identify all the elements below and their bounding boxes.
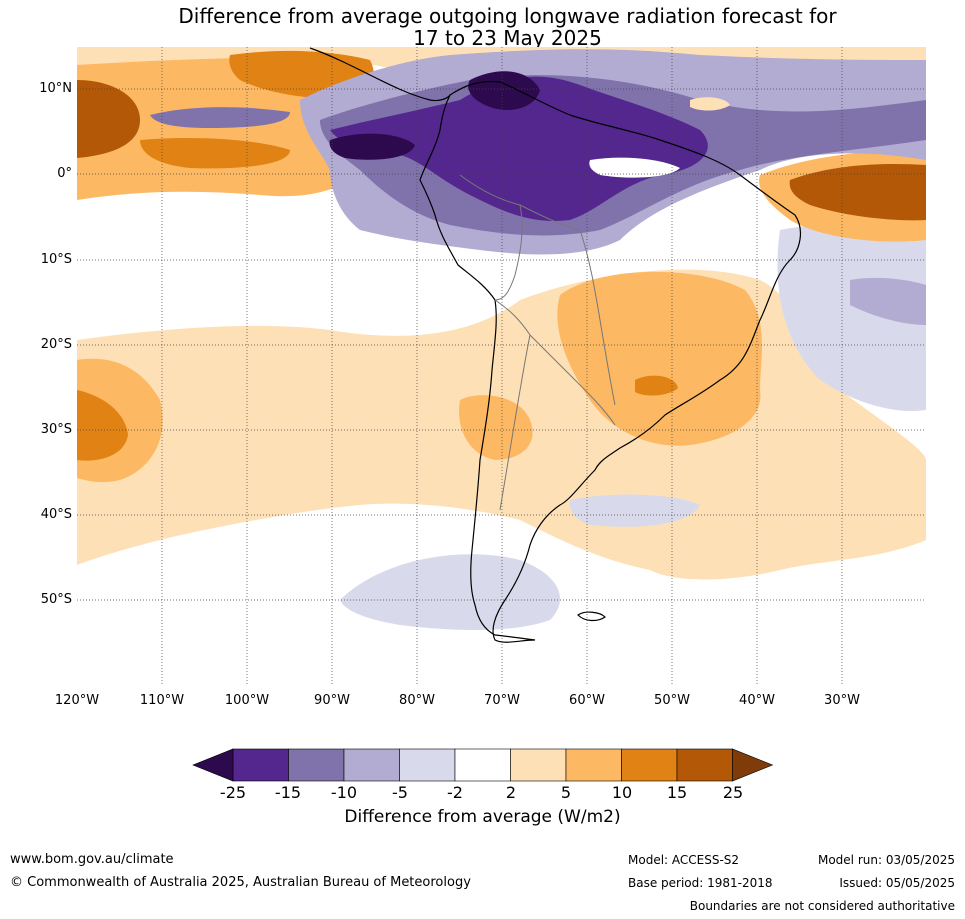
falkland-islands [577,611,606,622]
lat-label-40S: 40°S [40,507,72,522]
anomaly-area-pos-brazil-strong [635,375,678,396]
gridlines [77,47,926,685]
lon-label-70W: 70°W [484,693,520,708]
central-america-coast [309,47,451,102]
lon-label-90W: 90°W [314,693,350,708]
colorbar-segment [565,748,622,782]
colorbar-segment [343,748,400,782]
lat-label-50S: 50°S [40,592,72,607]
colorbar-tick: -10 [330,783,358,802]
anomaly-area-neg-south [340,554,560,630]
south-america-coast [419,80,802,643]
anomaly-area-pos-brazil [557,271,762,446]
lat-label-20S: 20°S [40,337,72,352]
lon-label-60W: 60°W [569,693,605,708]
lon-label-100W: 100°W [224,693,270,708]
lat-label-10N: 10°N [39,81,72,96]
colorbar-tick: 15 [666,783,688,802]
anomaly-area-neg-tropics-extreme [468,71,540,110]
colorbar [192,748,774,782]
colorbar-segment [510,748,567,782]
colorbar-segment [232,748,289,782]
colorbar-extend-low [192,748,234,782]
anomaly-area-neg-pacific-extreme [329,133,415,160]
anomaly-area-neg-atlantic [569,494,700,527]
colorbar-tick: -25 [219,783,247,802]
colorbar-tick: -5 [392,783,408,802]
map-title-line1: Difference from average outgoing longwav… [178,4,837,28]
country-borders [459,174,616,511]
anomaly-area-pos-west-mid [140,138,290,169]
footer-copyright: © Commonwealth of Australia 2025, Austra… [10,875,471,890]
lon-label-30W: 30°W [824,693,860,708]
lon-label-50W: 50°W [654,693,690,708]
lat-label-10S: 10°S [40,252,72,267]
footer-base-period: Base period: 1981-2018 [628,876,773,890]
colorbar-tick: 25 [722,783,744,802]
anomaly-area-neg-east [777,224,926,411]
anomaly-area-neg-east-med [850,277,926,325]
anomaly-area-pos-west-strong [77,80,140,158]
colorbar-segment [288,748,345,782]
lat-label-0: 0° [57,166,72,181]
footer-issued: Issued: 05/05/2025 [839,876,955,890]
colorbar-tick: 2 [505,783,517,802]
footer-model: Model: ACCESS-S2 [628,853,740,867]
lon-label-40W: 40°W [739,693,775,708]
lon-label-120W: 120°W [54,693,100,708]
footer-boundaries-note: Boundaries are not considered authoritat… [689,899,955,913]
colorbar-tick: -2 [447,783,463,802]
colorbar-segment [676,748,733,782]
colorbar-segment [621,748,678,782]
colorbar-segment [399,748,456,782]
anomaly-area-neg-tropics-strong [330,76,708,221]
anomaly-area-pos-atlantic-strong [789,163,926,221]
anomaly-area-pos-small [690,97,730,111]
anomaly-area-neg-pacific-band [150,107,290,128]
colorbar-tick: -15 [274,783,302,802]
colorbar-label: Difference from average (W/m2) [344,807,621,827]
lon-label-110W: 110°W [139,693,185,708]
anomaly-area-pos-argentina [459,395,533,460]
anomaly-area-pos-south-strong [77,390,128,461]
colorbar-tick: 5 [560,783,572,802]
coastline [309,47,802,643]
colorbar-extend-high [732,748,774,782]
colorbar-tick: 10 [611,783,633,802]
colorbar-segment [454,748,511,782]
map-title-line2: 17 to 23 May 2025 [413,26,602,50]
lon-label-80W: 80°W [399,693,435,708]
lat-label-30S: 30°S [40,422,72,437]
anomaly-field [77,47,926,685]
anomaly-area-white-gap [589,157,680,178]
footer-url: www.bom.gov.au/climate [10,852,174,867]
footer-model-run: Model run: 03/05/2025 [817,853,955,867]
